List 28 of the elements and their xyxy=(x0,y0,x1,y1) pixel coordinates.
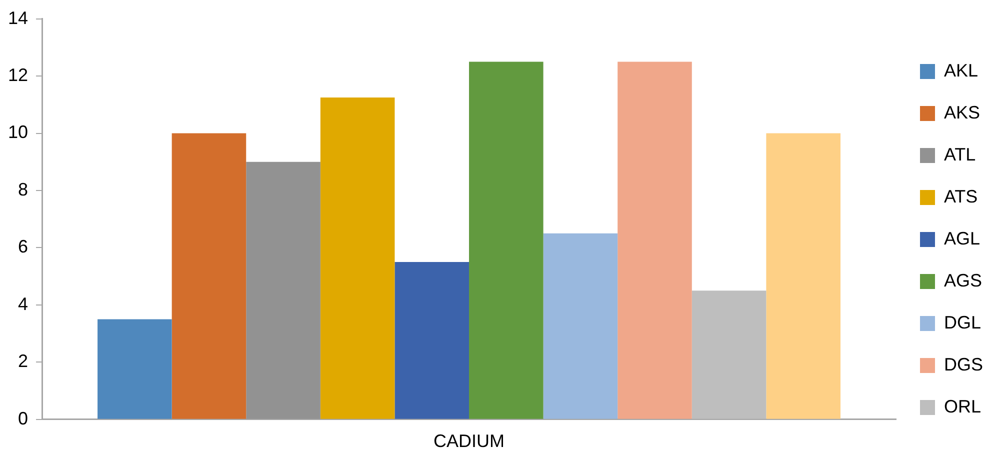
legend-label: AKL xyxy=(944,60,978,80)
bar xyxy=(618,62,692,419)
y-tick-label: 4 xyxy=(18,294,28,314)
legend-label: AKS xyxy=(944,102,980,122)
bar xyxy=(692,290,766,419)
legend-label: ATS xyxy=(944,186,978,206)
bar xyxy=(394,262,470,419)
bar xyxy=(543,233,618,419)
y-tick-label: 14 xyxy=(8,8,28,28)
bar xyxy=(246,162,320,419)
y-tick-label: 6 xyxy=(18,236,28,257)
legend-label: DGL xyxy=(944,312,982,332)
legend-label: AGS xyxy=(944,270,982,290)
y-tick-label: 10 xyxy=(8,122,28,142)
y-tick-label: 0 xyxy=(18,408,28,428)
legend-label: AGL xyxy=(944,228,980,248)
legend-label: ORL xyxy=(944,396,982,416)
bar xyxy=(469,62,544,419)
y-tick-label: 8 xyxy=(18,179,28,200)
bar xyxy=(172,133,246,419)
y-tick-label: 12 xyxy=(8,64,28,85)
x-tick-label: CADIUM xyxy=(434,431,505,452)
bar xyxy=(98,319,172,419)
bar xyxy=(320,97,395,419)
legend-label: DGS xyxy=(944,354,984,374)
y-tick-label: 2 xyxy=(18,351,28,372)
legend-label: ATL xyxy=(944,144,976,164)
bar xyxy=(766,133,840,419)
